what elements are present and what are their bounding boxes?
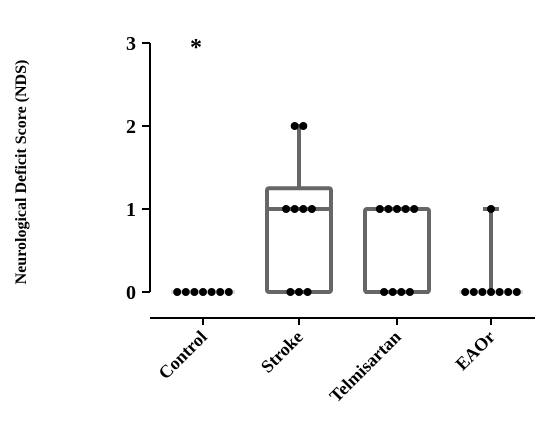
data-point bbox=[207, 288, 216, 296]
data-point bbox=[181, 288, 190, 296]
data-point bbox=[384, 205, 393, 213]
data-point bbox=[487, 205, 495, 213]
data-point bbox=[190, 288, 199, 296]
data-point bbox=[380, 288, 389, 296]
data-point bbox=[512, 288, 521, 296]
data-point bbox=[487, 288, 495, 296]
data-points bbox=[173, 122, 521, 296]
data-point bbox=[303, 288, 312, 296]
data-point bbox=[504, 288, 513, 296]
x-tick-label: Telmisartan bbox=[325, 327, 404, 406]
significance-asterisk: * bbox=[190, 35, 202, 61]
data-point bbox=[388, 288, 397, 296]
data-point bbox=[295, 288, 303, 296]
data-point bbox=[495, 288, 504, 296]
x-tick-label: Control bbox=[154, 327, 210, 383]
data-point bbox=[290, 122, 299, 130]
y-tick-label: 0 bbox=[126, 282, 136, 304]
box bbox=[363, 207, 431, 294]
y-tick-label: 3 bbox=[126, 33, 136, 55]
data-point bbox=[401, 205, 410, 213]
data-point bbox=[461, 288, 470, 296]
data-point bbox=[290, 205, 299, 213]
data-point bbox=[286, 288, 295, 296]
data-point bbox=[405, 288, 414, 296]
y-tick-label: 1 bbox=[126, 199, 136, 221]
y-axis-label: Neurological Deficit Score (NDS) bbox=[13, 60, 30, 285]
x-tick-label: EAOr bbox=[451, 327, 498, 374]
data-point bbox=[469, 288, 478, 296]
data-point bbox=[397, 288, 406, 296]
data-point bbox=[307, 205, 316, 213]
data-point bbox=[410, 205, 419, 213]
data-point bbox=[173, 288, 182, 296]
data-point bbox=[282, 205, 291, 213]
boxes bbox=[171, 124, 523, 294]
box bbox=[265, 186, 333, 294]
data-point bbox=[393, 205, 401, 213]
x-tick-label: Stroke bbox=[257, 327, 307, 377]
data-point bbox=[478, 288, 487, 296]
data-point bbox=[216, 288, 225, 296]
axes bbox=[142, 42, 535, 325]
data-point bbox=[199, 288, 207, 296]
data-point bbox=[299, 205, 308, 213]
data-point bbox=[375, 205, 384, 213]
y-tick-label: 2 bbox=[126, 116, 136, 138]
data-point bbox=[299, 122, 308, 130]
data-point bbox=[224, 288, 233, 296]
axis-labels: 0 1 2 3 Control Stroke Telmisartan EAOr * bbox=[126, 33, 499, 406]
